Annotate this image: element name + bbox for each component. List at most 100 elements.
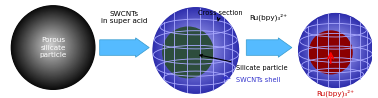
Circle shape [28,22,77,71]
Circle shape [325,40,344,59]
Circle shape [306,21,365,80]
Circle shape [333,49,335,50]
Text: Ru(bpy)₃²⁺: Ru(bpy)₃²⁺ [249,14,288,21]
Circle shape [42,37,60,54]
Circle shape [304,19,367,82]
Circle shape [167,21,224,79]
Circle shape [13,7,93,88]
Circle shape [321,36,349,64]
Circle shape [12,7,94,88]
Circle shape [160,15,231,86]
Circle shape [311,26,359,75]
Circle shape [163,17,229,83]
Circle shape [320,35,350,65]
Circle shape [299,14,372,87]
Circle shape [323,38,346,61]
Circle shape [173,27,218,72]
Circle shape [301,16,370,84]
Circle shape [48,43,53,48]
Circle shape [155,10,236,91]
Circle shape [180,35,210,65]
Circle shape [33,27,71,66]
Circle shape [190,44,200,54]
Circle shape [30,24,74,68]
Circle shape [310,25,361,75]
Circle shape [24,19,81,75]
Polygon shape [246,38,292,57]
Circle shape [155,9,237,92]
Circle shape [20,14,85,80]
Circle shape [187,42,202,57]
Circle shape [322,37,348,63]
Circle shape [310,24,361,76]
Circle shape [47,42,54,49]
Circle shape [305,20,366,81]
Circle shape [34,29,69,63]
Circle shape [36,30,67,62]
Circle shape [326,41,344,58]
Circle shape [191,46,198,53]
Circle shape [327,42,342,57]
Circle shape [324,39,345,60]
Circle shape [299,14,372,87]
Circle shape [31,25,73,68]
Circle shape [14,8,92,87]
Text: Ru(bpy)₃²⁺: Ru(bpy)₃²⁺ [316,89,355,97]
Circle shape [162,17,229,84]
Circle shape [19,13,87,81]
Circle shape [328,44,341,56]
Circle shape [43,38,59,53]
Circle shape [314,29,356,71]
Circle shape [38,33,64,59]
Circle shape [43,37,59,54]
Circle shape [308,23,362,77]
Circle shape [169,23,222,77]
Circle shape [325,39,345,60]
Text: SWCNTs shell: SWCNTs shell [223,77,280,83]
Text: Silicate particle: Silicate particle [200,54,287,71]
Circle shape [330,44,340,55]
Circle shape [28,23,76,70]
Circle shape [47,41,55,49]
Circle shape [170,24,221,76]
Circle shape [164,19,226,81]
Circle shape [193,48,196,51]
Circle shape [34,28,70,64]
Circle shape [302,17,369,84]
Circle shape [161,16,230,84]
Circle shape [194,48,195,50]
Circle shape [29,24,75,69]
Circle shape [317,32,353,68]
Circle shape [333,48,336,51]
Circle shape [33,27,71,65]
Circle shape [172,26,219,73]
Circle shape [176,31,214,69]
Circle shape [301,16,370,85]
Circle shape [319,34,351,65]
Circle shape [305,19,366,81]
Circle shape [308,23,363,78]
Circle shape [189,44,201,55]
Circle shape [36,30,68,62]
Circle shape [333,48,336,51]
Circle shape [191,46,198,53]
Circle shape [313,28,357,72]
Circle shape [191,45,199,54]
Circle shape [313,27,358,73]
Circle shape [192,47,197,51]
Circle shape [183,38,207,61]
Circle shape [29,23,76,70]
Circle shape [11,6,95,89]
Circle shape [178,33,212,66]
Circle shape [159,14,232,87]
Circle shape [332,47,337,52]
Circle shape [161,15,230,85]
Circle shape [23,17,82,77]
Circle shape [21,15,84,79]
Circle shape [37,32,65,60]
Text: Porous
silicate
particle: Porous silicate particle [39,37,67,58]
Circle shape [18,12,88,82]
Circle shape [41,36,61,56]
Circle shape [185,39,205,60]
Circle shape [315,30,355,70]
